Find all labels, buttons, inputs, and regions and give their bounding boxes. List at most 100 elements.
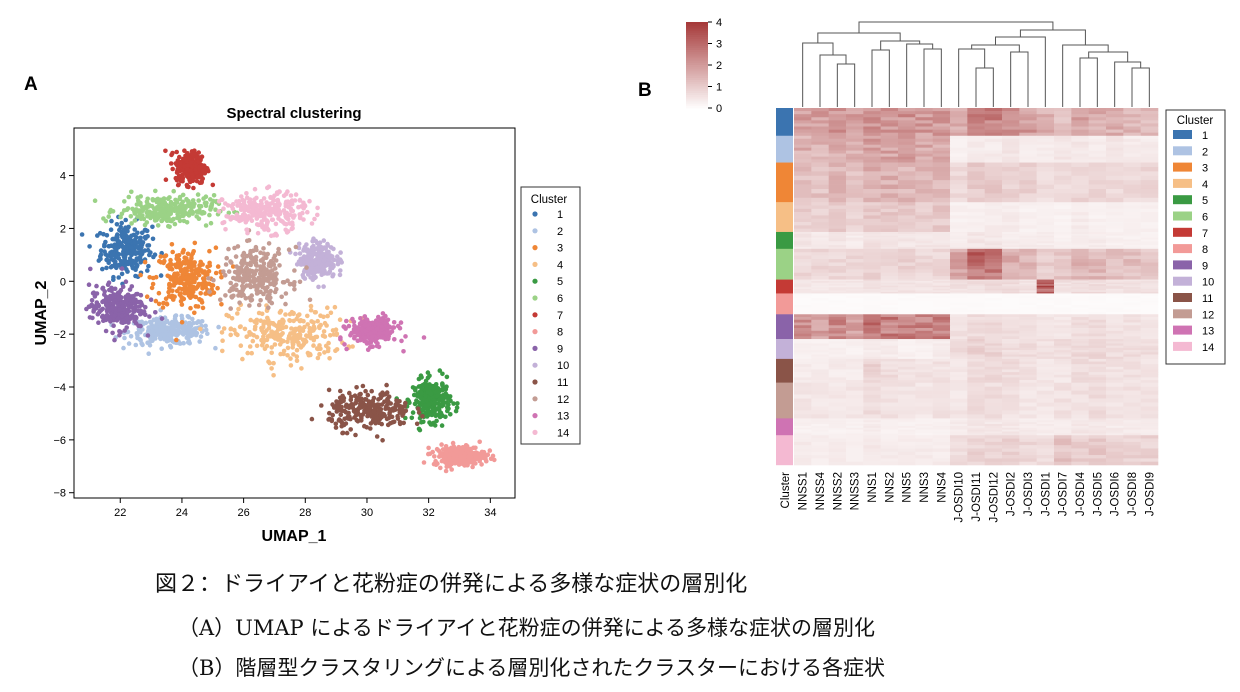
- scatter-point: [144, 199, 150, 204]
- scatter-point: [426, 402, 432, 407]
- scatter-point: [435, 393, 440, 399]
- scatter-point: [193, 304, 199, 309]
- scatter-legend-entry: 5: [557, 276, 563, 288]
- heatmap-cell: [828, 235, 847, 238]
- heatmap-cell: [932, 228, 951, 233]
- scatter-point: [394, 398, 399, 403]
- scatter-point: [198, 334, 204, 339]
- heatmap-cell: [950, 215, 968, 220]
- dendrogram-link: [871, 49, 890, 107]
- scatter-point: [403, 334, 408, 339]
- heatmap-cell: [1088, 235, 1107, 238]
- heatmap-cell: [863, 239, 881, 242]
- scatter-point: [112, 337, 117, 343]
- scatter-point: [173, 161, 179, 166]
- heatmap-cell: [828, 245, 847, 248]
- scatter-point: [259, 337, 264, 343]
- heatmap-cell: [1123, 269, 1141, 274]
- heatmap-cell: [794, 205, 812, 210]
- scatter-point: [107, 209, 113, 215]
- scatter-point: [181, 247, 186, 253]
- heatmap-cell: [1123, 138, 1141, 143]
- heatmap-cell: [950, 175, 968, 181]
- scatter-point: [279, 294, 285, 300]
- heatmap-cell: [1140, 111, 1159, 115]
- heatmap-cell: [1088, 262, 1107, 267]
- heatmap-cell: [932, 243, 951, 246]
- scatter-point: [294, 347, 300, 353]
- heatmap-cell: [984, 166, 1003, 172]
- scatter-point: [443, 444, 449, 449]
- heatmap-cell: [863, 208, 881, 213]
- heatmap-cell: [1054, 259, 1072, 263]
- scatter-point: [145, 247, 151, 253]
- scatter-point: [94, 283, 99, 289]
- scatter-point: [201, 196, 206, 201]
- scatter-point: [313, 260, 318, 266]
- scatter-point: [189, 280, 194, 285]
- scatter-point: [325, 261, 330, 267]
- scatter-point: [266, 270, 272, 275]
- scatter-point: [183, 320, 188, 325]
- scatter-point: [243, 203, 248, 209]
- scatter-legend-frame: [520, 186, 581, 445]
- heatmap-cluster-block-7: [794, 279, 1159, 294]
- heatmap-cell: [880, 259, 899, 263]
- scatter-point: [244, 217, 250, 223]
- scatter-points: [79, 148, 497, 474]
- heatmap-cell: [1019, 159, 1037, 163]
- heatmap-cell: [1019, 243, 1037, 246]
- heatmap-cell: [1036, 228, 1055, 233]
- heatmap-cell: [846, 147, 864, 151]
- heatmap-cell: [950, 255, 968, 260]
- scatter-point: [153, 336, 158, 341]
- heatmap-cell: [1088, 175, 1107, 181]
- scatter-point: [125, 269, 130, 274]
- scatter-point: [180, 199, 186, 205]
- scatter-point: [150, 197, 155, 202]
- heatmap-cell: [932, 212, 951, 216]
- scatter-point: [154, 319, 160, 324]
- heatmap-cell: [984, 215, 1003, 220]
- heatmap-cell: [1088, 117, 1107, 121]
- heatmap-cell: [967, 108, 985, 112]
- scatter-point: [129, 252, 134, 257]
- scatter-x-axis-label: UMAP_1: [262, 528, 327, 545]
- scatter-point: [302, 276, 308, 281]
- scatter-point: [237, 300, 242, 306]
- heatmap-cell: [811, 120, 829, 124]
- heatmap-cell: [863, 184, 881, 190]
- heatmap-cell: [932, 208, 951, 213]
- scatter-point: [302, 324, 307, 330]
- heatmap-cell: [1036, 245, 1055, 248]
- heatmap-cell: [828, 132, 847, 137]
- scatter-point: [185, 184, 190, 189]
- heatmap-cell: [950, 129, 968, 133]
- heatmap-cell: [1140, 228, 1159, 233]
- scatter-point: [177, 276, 182, 282]
- scatter-point: [84, 306, 89, 312]
- heatmap-cell: [932, 120, 951, 124]
- scatter-point: [167, 195, 172, 200]
- scatter-point: [385, 399, 391, 404]
- scatter-point: [175, 271, 180, 276]
- scatter-point: [421, 460, 427, 465]
- scatter-point: [102, 242, 107, 247]
- heatmap-cell: [1019, 237, 1037, 240]
- scatter-point: [122, 199, 127, 204]
- heatmap-cell: [1123, 123, 1141, 127]
- x-tick-label: 30: [361, 507, 373, 519]
- heatmap-cell: [1071, 144, 1089, 148]
- scatter-point: [207, 212, 212, 218]
- scatter-point: [425, 409, 431, 414]
- scatter-point: [193, 332, 199, 338]
- scatter-point: [201, 278, 207, 283]
- scatter-point: [331, 405, 337, 410]
- column-dendrogram: [802, 21, 1150, 107]
- heatmap-cell: [863, 212, 881, 216]
- heatmap-cell: [1106, 252, 1124, 256]
- heatmap-cell: [794, 272, 812, 277]
- heatmap-cell: [794, 144, 812, 148]
